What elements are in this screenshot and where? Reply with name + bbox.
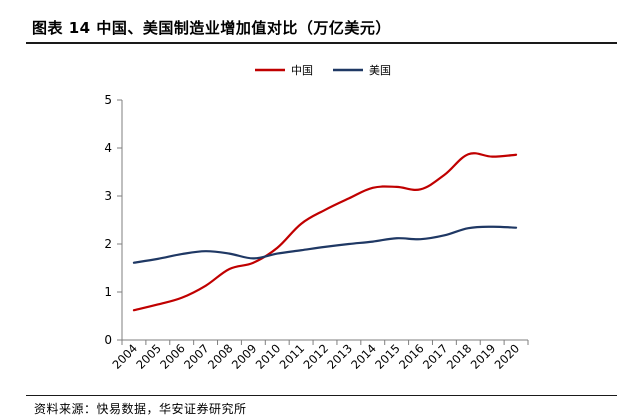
x-tick-label: 2010 bbox=[253, 341, 284, 372]
y-tick-label: 5 bbox=[104, 93, 112, 107]
x-tick-label: 2009 bbox=[229, 341, 260, 372]
figure-title: 图表 14 中国、美国制造业增加值对比（万亿美元） bbox=[32, 19, 391, 37]
x-tick-label: 2012 bbox=[301, 341, 332, 372]
x-tick-label: 2005 bbox=[133, 341, 164, 372]
y-tick-label: 0 bbox=[104, 333, 112, 347]
top-rule bbox=[26, 42, 617, 44]
x-tick-label: 2020 bbox=[492, 341, 523, 372]
x-tick-label: 2015 bbox=[372, 341, 403, 372]
series-line-usa bbox=[132, 225, 518, 264]
y-tick-label: 2 bbox=[104, 237, 112, 251]
x-tick-label: 2007 bbox=[181, 341, 212, 372]
legend-label-china: 中国 bbox=[291, 64, 313, 77]
source-note: 资料来源：快易数据，华安证券研究所 bbox=[34, 402, 247, 416]
x-tick-label: 2004 bbox=[109, 341, 140, 372]
y-tick-label: 1 bbox=[104, 285, 112, 299]
x-tick-label: 2011 bbox=[277, 341, 308, 372]
x-tick-label: 2013 bbox=[324, 341, 355, 372]
chart-axes: 0123452004200520062007200820092010201120… bbox=[104, 93, 529, 372]
figure-header: 图表 14 中国、美国制造业增加值对比（万亿美元） bbox=[0, 0, 617, 44]
x-tick-label: 2018 bbox=[444, 341, 475, 372]
legend-label-usa: 美国 bbox=[369, 64, 391, 77]
x-tick-label: 2014 bbox=[348, 341, 379, 372]
x-tick-label: 2019 bbox=[468, 341, 499, 372]
chart-series bbox=[132, 152, 518, 312]
x-tick-label: 2008 bbox=[205, 341, 236, 372]
bottom-rule bbox=[26, 395, 617, 396]
x-tick-label: 2017 bbox=[420, 341, 451, 372]
series-line-china bbox=[132, 152, 518, 312]
y-tick-label: 3 bbox=[104, 189, 112, 203]
y-tick-label: 4 bbox=[104, 141, 112, 155]
x-tick-label: 2016 bbox=[396, 341, 427, 372]
chart-legend: 中国 美国 bbox=[255, 64, 391, 77]
x-tick-label: 2006 bbox=[157, 341, 188, 372]
